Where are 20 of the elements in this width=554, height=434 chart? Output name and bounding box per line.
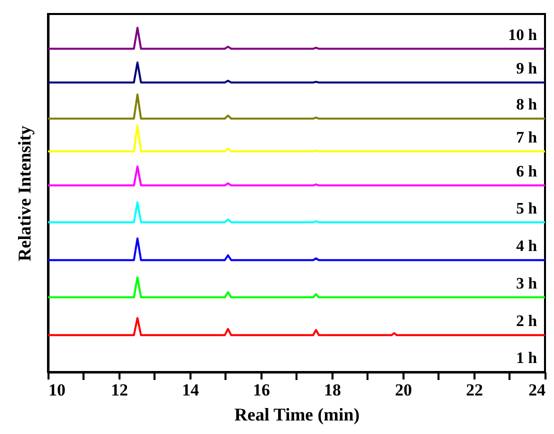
series-label: 6 h	[516, 163, 538, 180]
x-axis-title: Real Time (min)	[234, 404, 360, 424]
x-tick-label: 10	[48, 380, 66, 400]
x-tick-label: 18	[324, 380, 341, 400]
x-tick-label: 24	[528, 380, 546, 400]
x-tick-label: 20	[395, 380, 412, 400]
series-label: 5 h	[516, 200, 538, 218]
series-label: 8 h	[516, 96, 538, 114]
series-label: 2 h	[516, 313, 538, 330]
y-axis-title: Relative Intensity	[14, 126, 34, 262]
series-label: 10 h	[508, 26, 538, 44]
series-label: 9 h	[516, 60, 538, 78]
series-label: 7 h	[516, 129, 538, 146]
annotation: 1 h	[516, 350, 538, 367]
x-tick-label: 12	[111, 380, 128, 400]
series-label: 4 h	[516, 238, 538, 256]
x-tick-label: 16	[253, 380, 270, 400]
series-label: 3 h	[516, 275, 538, 292]
x-tick-label: 14	[182, 380, 200, 400]
x-tick-label: 22	[466, 380, 483, 400]
